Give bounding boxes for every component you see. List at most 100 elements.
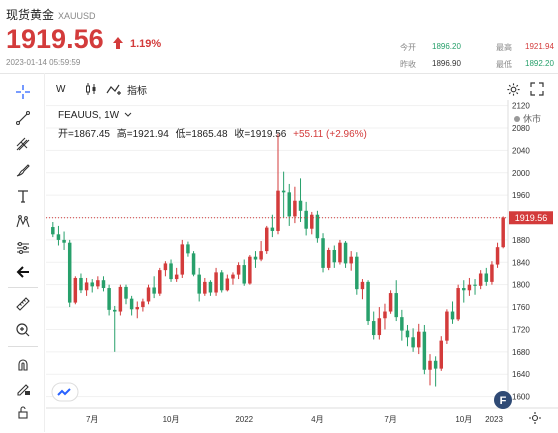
low-value: 1892.20 (525, 59, 554, 68)
candle-body (225, 278, 230, 291)
candle-body (214, 272, 218, 293)
financial-f-icon[interactable]: F (494, 391, 512, 409)
interval-button[interactable]: W (56, 83, 66, 95)
candle (186, 241, 190, 257)
x-tick-label: 10月 (455, 415, 472, 424)
candle (490, 261, 494, 285)
candle-body (462, 288, 466, 291)
tradingview-logo-icon[interactable] (51, 382, 79, 402)
candle-body (112, 309, 117, 312)
candle-body (270, 227, 275, 231)
candle-body (349, 256, 353, 264)
chevron-down-icon[interactable] (124, 112, 132, 118)
y-tick-label: 1840 (512, 258, 530, 267)
svg-text:F: F (500, 395, 507, 407)
candle-body (484, 273, 489, 282)
legend-ohlc: 开=1867.45 高=1921.94 低=1865.48 收=1919.56 … (58, 125, 371, 140)
candle-body (321, 238, 325, 268)
candle-body (174, 274, 179, 280)
candle-body (152, 287, 156, 294)
legend-open: 开=1867.45 (58, 129, 110, 140)
candle-style-icon[interactable] (84, 78, 98, 100)
candle-body (332, 249, 337, 263)
pitchfork-icon[interactable] (10, 133, 36, 155)
fullscreen-icon[interactable] (530, 78, 544, 100)
candle (445, 309, 449, 344)
candle-body (343, 242, 348, 264)
candle-body (326, 249, 331, 268)
candle-body (73, 277, 78, 303)
candle-body (394, 293, 398, 318)
market-status: 休市 (514, 112, 541, 125)
candle-body (186, 244, 190, 254)
chart-container (0, 73, 558, 433)
candle (478, 270, 483, 290)
price-chart[interactable]: 1600164016801720176018001840188019201960… (46, 100, 558, 432)
back-arrow-icon[interactable] (10, 261, 36, 283)
y-tick-label: 1800 (512, 281, 530, 290)
candle (236, 262, 241, 280)
brush-icon[interactable] (10, 159, 36, 181)
indicators-icon (106, 84, 121, 95)
candle-body (84, 282, 89, 291)
x-tick-label: 10月 (163, 415, 180, 424)
candle (383, 303, 387, 330)
candle (242, 259, 246, 286)
candle-body (107, 288, 111, 310)
last-price-label-box (509, 211, 553, 225)
axis-settings-gear-icon[interactable] (529, 412, 541, 424)
pattern-icon[interactable] (10, 211, 36, 233)
x-tick-label: 2022 (235, 415, 253, 424)
candle (225, 274, 230, 292)
prediction-icon[interactable] (10, 237, 36, 259)
zoom-in-icon[interactable] (10, 319, 36, 341)
settings-gear-icon[interactable] (506, 78, 521, 100)
candle-body (388, 293, 393, 312)
candle (259, 241, 263, 262)
candle (112, 305, 117, 352)
candle-body (276, 190, 280, 231)
candle-body (360, 281, 365, 290)
x-tick-label: 7月 (86, 415, 98, 424)
timestamp: 2023-01-14 05:59:59 (6, 58, 81, 67)
status-dot-icon (514, 116, 520, 122)
magnet-icon[interactable] (10, 353, 36, 375)
crosshair-icon[interactable] (10, 81, 36, 103)
draw-lock-icon[interactable] (10, 377, 36, 399)
last-price-label: 1919.56 (515, 213, 548, 223)
candle (208, 280, 213, 296)
candle-body (287, 192, 292, 217)
candle-body (473, 284, 477, 286)
candle-body (377, 318, 382, 336)
candle (214, 267, 218, 296)
candle (304, 201, 308, 236)
y-tick-label: 2000 (512, 169, 530, 178)
lock-icon[interactable] (10, 401, 36, 423)
high-label: 最高 (496, 43, 512, 52)
candle (484, 267, 489, 286)
candle-body (450, 311, 455, 320)
candle-body (501, 217, 505, 248)
candle-body (467, 284, 472, 291)
candle-body (118, 286, 123, 312)
candle (405, 324, 410, 347)
current-price: 1919.56 (6, 24, 104, 54)
candle-body (428, 360, 432, 370)
candle-body (490, 264, 494, 282)
candle (158, 267, 162, 296)
trend-line-icon[interactable] (10, 107, 36, 129)
candle (107, 284, 111, 316)
candle (84, 277, 89, 296)
candle (377, 307, 382, 340)
ruler-icon[interactable] (10, 293, 36, 315)
candle (326, 247, 331, 271)
candle (141, 298, 145, 312)
candle (197, 267, 201, 302)
candle-body (248, 256, 252, 284)
candle (332, 245, 337, 268)
indicators-button[interactable]: 指标 (106, 78, 147, 100)
prev-close-value: 1896.90 (432, 59, 461, 68)
text-icon[interactable] (10, 185, 36, 207)
candle-body (62, 239, 66, 243)
candle (203, 277, 207, 296)
